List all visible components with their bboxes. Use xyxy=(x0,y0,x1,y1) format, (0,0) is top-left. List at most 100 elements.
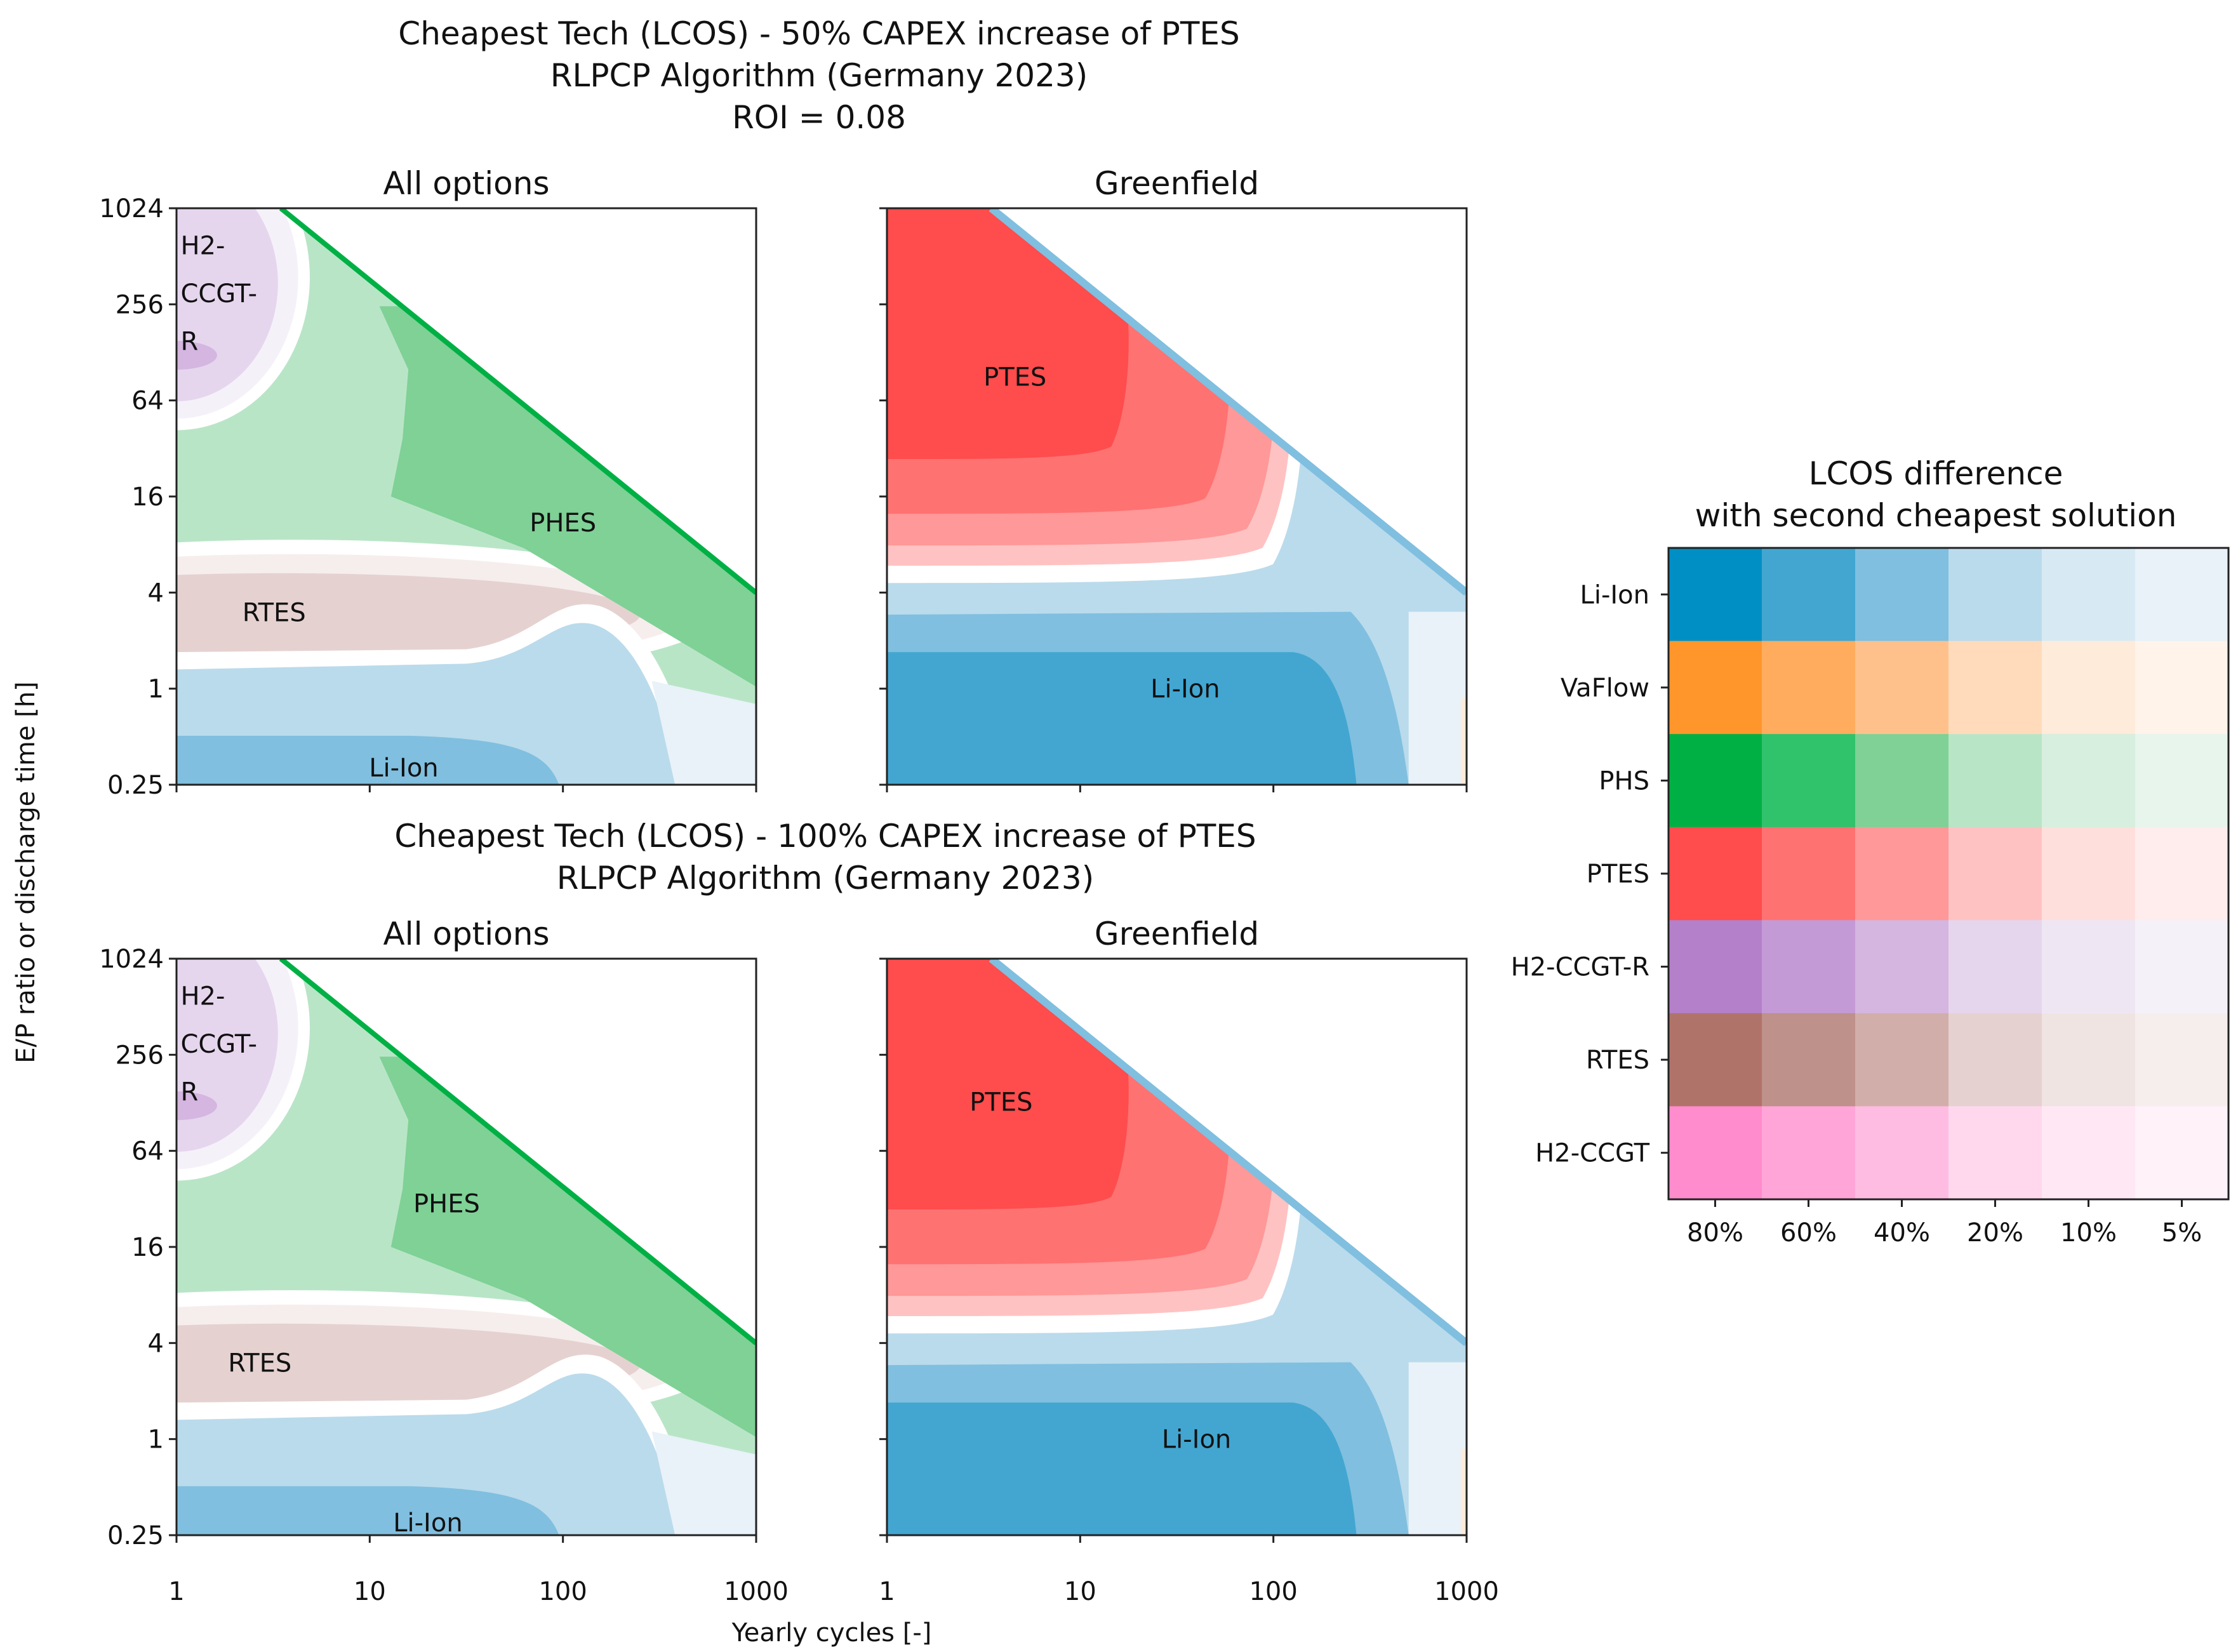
region-label: Li-Ion xyxy=(1150,675,1220,704)
legend-row-label: RTES xyxy=(1586,1046,1649,1075)
legend-cell xyxy=(1669,920,1762,1014)
legend-cell xyxy=(1762,734,1856,828)
legend-cell xyxy=(2042,641,2136,735)
region-label: H2- xyxy=(180,982,225,1011)
heatmap-area xyxy=(177,959,756,1535)
region-liion-60 xyxy=(887,652,1357,785)
region-vaflow xyxy=(1460,698,1467,785)
panel-title: Greenfield xyxy=(1095,916,1259,952)
legend-cell xyxy=(1762,1106,1856,1200)
y-tick-label: 16 xyxy=(131,483,164,512)
y-tick-label: 256 xyxy=(116,290,164,319)
x-tick-label: 10 xyxy=(354,1577,386,1606)
x-tick-label: 10 xyxy=(1064,1577,1096,1606)
color-legend: LCOS difference with second cheapest solu… xyxy=(1511,455,2230,1248)
heatmap-panel: All options H2- CCGT- R PHES RTES Li-Ion 1024 25… xyxy=(99,165,757,800)
legend-cell xyxy=(2135,641,2229,735)
figure-title-line: Cheapest Tech (LCOS) - 50% CAPEX increas… xyxy=(398,15,1239,52)
x-tick-label: 1000 xyxy=(724,1577,789,1606)
region-h2ccgtr-dark xyxy=(177,340,217,370)
legend-cell xyxy=(1762,1013,1856,1107)
x-tick-label: 100 xyxy=(1249,1577,1297,1606)
region-h2ccgtr-dark xyxy=(177,1091,217,1121)
region-label: PHES xyxy=(530,509,596,538)
region-label: CCGT- xyxy=(180,1030,257,1059)
legend-title: with second cheapest solution xyxy=(1695,497,2177,534)
legend-row-label: VaFlow xyxy=(1561,674,1649,703)
legend-cell xyxy=(1855,548,1949,642)
heatmap-area xyxy=(887,959,1467,1535)
region-vaflow xyxy=(1460,1448,1467,1535)
y-tick-label: 1 xyxy=(148,675,164,704)
region-label: PTES xyxy=(983,363,1046,392)
region-label: Li-Ion xyxy=(369,754,438,783)
legend-cell xyxy=(1948,827,2042,921)
heatmap-panel: Greenfield PTES Li-Ion xyxy=(879,165,1468,792)
y-tick-label: 256 xyxy=(116,1041,164,1070)
panel-title: All options xyxy=(383,916,549,952)
legend-cell xyxy=(1948,548,2042,642)
legend-cell xyxy=(1669,827,1762,921)
figure-title-line: RLPCP Algorithm (Germany 2023) xyxy=(557,860,1094,896)
y-tick-label: 64 xyxy=(131,1137,164,1166)
legend-cell xyxy=(1855,827,1949,921)
region-phes-edge xyxy=(281,208,756,593)
y-tick-label: 4 xyxy=(148,1329,164,1358)
region-liion-edge xyxy=(991,208,1467,593)
legend-cell xyxy=(1669,734,1762,828)
legend-cell xyxy=(1855,1013,1949,1107)
legend-cell xyxy=(1948,734,2042,828)
legend-cell xyxy=(1948,1013,2042,1107)
legend-cell xyxy=(1669,548,1762,642)
legend-cell xyxy=(1762,920,1856,1014)
region-liion-60 xyxy=(887,1402,1357,1535)
legend-cell xyxy=(2135,1013,2229,1107)
legend-title: LCOS difference xyxy=(1809,455,2063,492)
y-tick-label: 1 xyxy=(148,1425,164,1455)
y-tick-label: 1024 xyxy=(99,194,164,223)
legend-cell xyxy=(1762,641,1856,735)
y-tick-label: 0.25 xyxy=(107,771,164,800)
x-tick-label: 1000 xyxy=(1434,1577,1499,1606)
y-axis-label: E/P ratio or discharge time [h] xyxy=(11,681,41,1063)
legend-cell xyxy=(1855,1106,1949,1200)
legend-cell xyxy=(1762,827,1856,921)
heatmap-area xyxy=(177,208,756,785)
legend-cell xyxy=(2135,920,2229,1014)
y-tick-label: 64 xyxy=(131,387,164,416)
legend-cell xyxy=(2042,548,2136,642)
legend-cell xyxy=(1762,548,1856,642)
figure-title-line: Cheapest Tech (LCOS) - 100% CAPEX increa… xyxy=(394,818,1256,855)
legend-cell xyxy=(1669,1013,1762,1107)
legend-col-label: 40% xyxy=(1874,1218,1930,1248)
region-liion-pale xyxy=(1408,1362,1467,1535)
y-tick-label: 4 xyxy=(148,578,164,608)
legend-cell xyxy=(2042,734,2136,828)
figure-title-line: RLPCP Algorithm (Germany 2023) xyxy=(550,57,1088,94)
region-label: PTES xyxy=(969,1088,1032,1117)
region-label: RTES xyxy=(228,1349,291,1378)
x-tick-label: 100 xyxy=(538,1577,587,1606)
x-tick-label: 1 xyxy=(879,1577,895,1606)
region-label: PHES xyxy=(413,1189,480,1218)
legend-cell xyxy=(2135,734,2229,828)
panel-title: Greenfield xyxy=(1095,165,1259,202)
region-liion-pale xyxy=(1408,611,1467,785)
legend-cell xyxy=(2135,548,2229,642)
heatmap-area xyxy=(887,208,1467,785)
region-label: Li-Ion xyxy=(1162,1425,1231,1455)
panel-title: All options xyxy=(383,165,549,202)
heatmap-panel: Greenfield PTES Li-Ion 1 10 100 1000 xyxy=(879,916,1499,1606)
legend-row-label: Li-Ion xyxy=(1580,580,1649,610)
legend-cell xyxy=(2042,1106,2136,1200)
region-phes xyxy=(379,1056,756,1437)
region-label: R xyxy=(180,328,198,357)
region-liion xyxy=(177,735,559,785)
legend-row-label: PHS xyxy=(1599,766,1649,796)
legend-cell xyxy=(2135,1106,2229,1200)
region-phes-edge xyxy=(281,959,756,1343)
legend-cell xyxy=(1855,641,1949,735)
region-liion-edge xyxy=(991,959,1467,1343)
region-label: H2- xyxy=(180,231,225,260)
legend-frame xyxy=(1667,547,2230,1201)
